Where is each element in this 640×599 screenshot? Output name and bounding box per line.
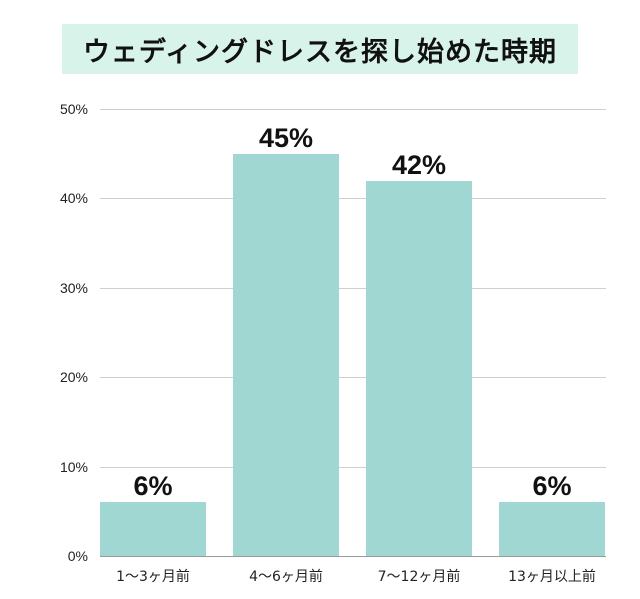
gridline-30	[100, 288, 606, 289]
y-tick-label: 20%	[59, 369, 88, 385]
y-tick-label: 30%	[59, 280, 88, 296]
x-tick-label: 1〜3ヶ月前	[116, 569, 190, 585]
y-tick-label: 50%	[59, 101, 88, 117]
bar-value-label: 6%	[133, 471, 173, 501]
bar-value-label: 42%	[391, 150, 447, 180]
gridline-10	[100, 467, 606, 468]
bar-13-plus-months	[499, 502, 605, 556]
x-tick-label: 13ヶ月以上前	[508, 569, 596, 585]
x-axis-line	[100, 556, 606, 557]
bar-1-3-months	[100, 502, 206, 556]
bar-value-label: 45%	[258, 123, 314, 153]
gridline-20	[100, 377, 606, 378]
bar-7-12-months	[366, 181, 472, 556]
x-tick-label: 4〜6ヶ月前	[249, 569, 323, 585]
bar-4-6-months	[233, 154, 339, 556]
bar-value-label: 6%	[532, 471, 572, 501]
y-tick-label: 10%	[59, 459, 88, 475]
gridline-50	[100, 109, 606, 110]
x-tick-label: 7〜12ヶ月前	[377, 569, 461, 585]
chart-title-banner: ウェディングドレスを探し始めた時期	[62, 24, 578, 74]
gridline-40	[100, 198, 606, 199]
y-tick-label: 0%	[67, 548, 88, 564]
y-tick-label: 40%	[59, 190, 88, 206]
chart-title: ウェディングドレスを探し始めた時期	[82, 36, 558, 68]
